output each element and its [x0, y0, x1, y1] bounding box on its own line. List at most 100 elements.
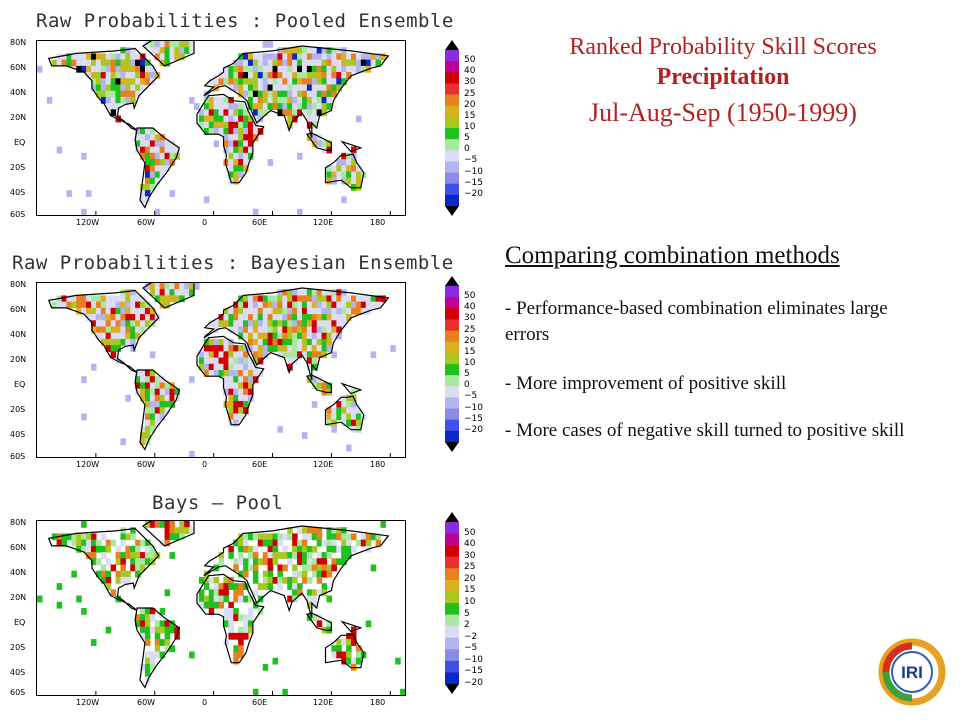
skill-cell — [135, 552, 141, 559]
skill-cell — [169, 552, 175, 559]
skill-cell — [86, 314, 92, 321]
skill-cell — [81, 533, 87, 541]
skill-cell — [351, 307, 357, 315]
skill-cell — [228, 576, 234, 584]
skill-cell — [90, 72, 97, 79]
skill-cell — [262, 90, 269, 98]
skill-cell — [346, 65, 352, 73]
coastline — [47, 47, 160, 132]
skill-cell — [321, 558, 328, 566]
skill-cell — [140, 78, 146, 86]
skill-cell — [149, 552, 156, 559]
skill-cell — [243, 159, 249, 166]
skill-cell — [321, 301, 328, 309]
skill-cell — [238, 645, 244, 653]
skill-cell — [238, 121, 244, 129]
colorbar-segment — [445, 545, 459, 558]
skill-cell — [262, 326, 269, 334]
skill-cell — [120, 558, 126, 566]
colorbar-label: −10 — [464, 402, 483, 413]
panel-title: Raw Probabilities : Pooled Ensemble — [36, 10, 454, 32]
skill-cell — [316, 345, 323, 352]
skill-cell — [169, 295, 175, 303]
skill-cell — [218, 103, 225, 110]
skill-cell — [81, 53, 87, 61]
skill-cell — [218, 338, 225, 346]
skill-cell — [189, 41, 195, 48]
skill-cell — [346, 539, 352, 547]
skill-cell — [238, 84, 244, 92]
skill-cell — [331, 320, 337, 328]
skill-cell — [326, 72, 332, 79]
skill-cell — [105, 103, 112, 110]
skill-cell — [208, 589, 215, 597]
skill-cell — [238, 595, 244, 603]
skill-cell — [125, 289, 131, 297]
skill-cell — [316, 78, 323, 86]
skill-cell — [159, 53, 166, 61]
skill-cell — [321, 338, 328, 346]
colorbar-segment — [445, 161, 459, 174]
skill-cell — [346, 444, 352, 452]
skill-cell — [351, 165, 357, 173]
skill-cell — [287, 527, 293, 535]
skill-cell — [100, 545, 107, 553]
skill-cell — [277, 84, 283, 92]
skill-cell — [316, 382, 323, 390]
skill-cell — [341, 307, 347, 315]
world-map — [36, 520, 406, 696]
skill-cell — [233, 326, 239, 334]
skill-cell — [120, 307, 126, 315]
skill-cell — [336, 53, 342, 61]
skill-cell — [311, 376, 318, 384]
skill-cell — [120, 295, 126, 303]
skill-cell — [120, 576, 126, 584]
skill-cell — [174, 47, 180, 55]
lon-label: 60W — [137, 460, 156, 469]
colorbar-label: −2 — [464, 631, 478, 642]
skill-cell — [311, 90, 318, 98]
skill-cell — [282, 314, 288, 321]
skill-cell — [233, 419, 239, 427]
skill-cell — [272, 326, 279, 334]
skill-cell — [247, 90, 254, 98]
skill-cell — [95, 301, 102, 309]
skill-cell — [135, 539, 141, 547]
skill-cell — [149, 171, 156, 179]
skill-cell — [120, 533, 126, 541]
skill-cell — [257, 583, 264, 590]
skill-cell — [149, 134, 156, 142]
skill-cell — [238, 370, 244, 377]
skill-cell — [346, 645, 352, 653]
skill-cell — [316, 576, 323, 584]
skill-cell — [105, 326, 112, 334]
skill-cell — [346, 72, 352, 79]
skill-cell — [95, 307, 102, 315]
skill-cell — [140, 608, 146, 615]
skill-cell — [228, 121, 234, 129]
skill-cell — [316, 326, 323, 334]
skill-cell — [110, 90, 117, 98]
skill-cell — [154, 41, 161, 48]
skill-cell — [243, 370, 249, 377]
skill-cell — [228, 413, 234, 421]
skill-cell — [140, 564, 146, 572]
skill-cell — [311, 527, 318, 535]
skill-cell — [262, 320, 269, 328]
skill-cell — [81, 307, 87, 315]
skill-cell — [164, 388, 171, 396]
skill-cell — [247, 96, 254, 104]
skill-cell — [365, 533, 372, 541]
skill-cell — [135, 388, 141, 396]
lon-label: 0 — [202, 218, 208, 227]
skill-cell — [346, 59, 352, 67]
skill-cell — [164, 639, 171, 646]
skill-cell — [272, 345, 279, 352]
skill-cell — [247, 326, 254, 334]
coastline — [305, 132, 332, 151]
skill-cell — [228, 152, 234, 160]
skill-cell — [287, 595, 293, 603]
skill-cell — [100, 314, 107, 321]
skill-cell — [135, 570, 141, 578]
skill-cell — [252, 545, 259, 553]
